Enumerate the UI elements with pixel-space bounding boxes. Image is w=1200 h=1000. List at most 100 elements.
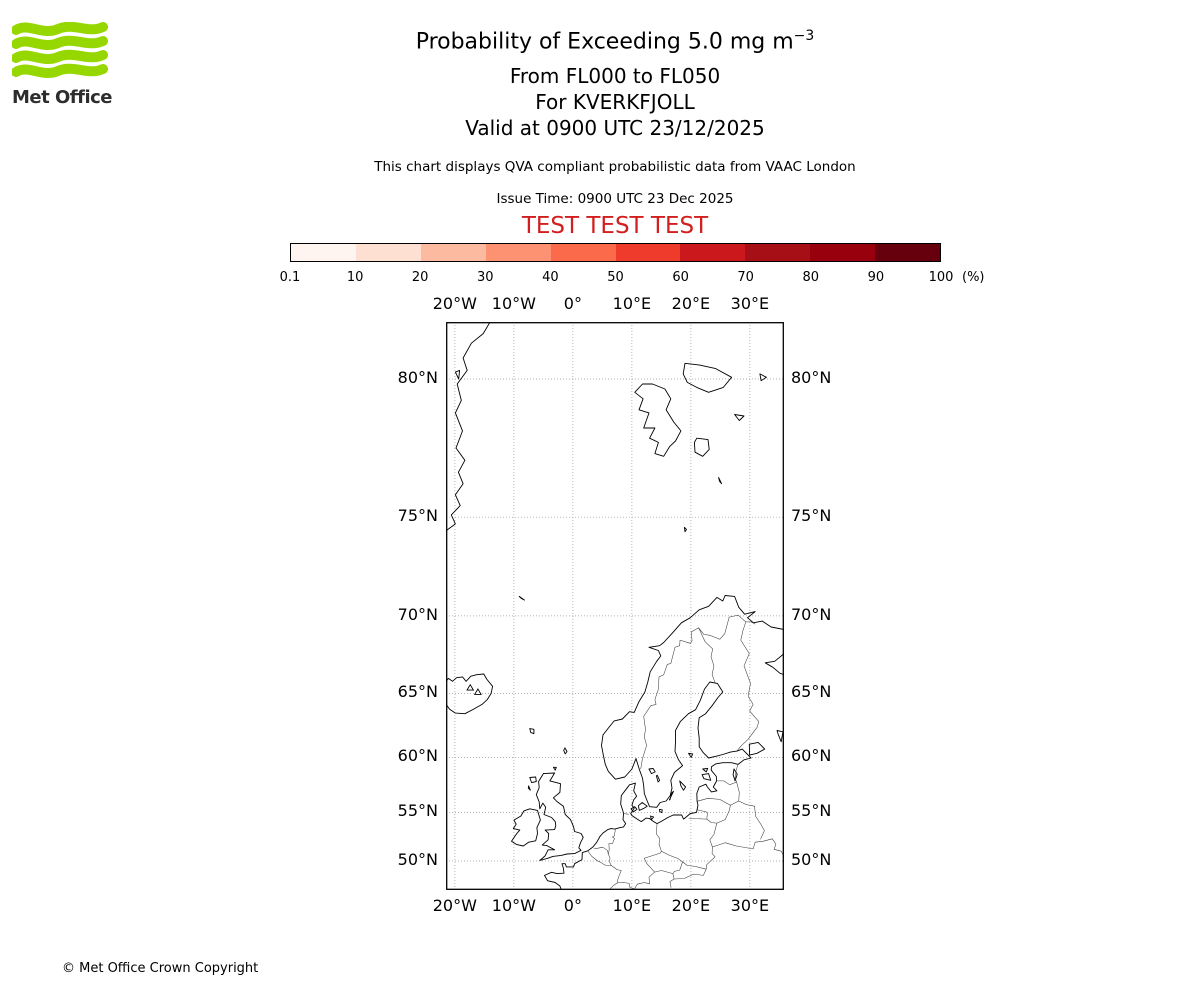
coastline-path [718, 476, 723, 485]
country-border-path [688, 817, 707, 820]
met-office-waves-icon [11, 21, 108, 78]
coastline-path [634, 383, 682, 457]
coastline-path [759, 373, 767, 382]
country-border-path [634, 871, 655, 890]
country-border-path [617, 882, 635, 890]
coastline-path [518, 595, 525, 601]
country-border-path [604, 853, 612, 866]
graticule [446, 322, 784, 890]
qva-compliance-note: This chart displays QVA compliant probab… [374, 159, 856, 175]
issue-time: Issue Time: 0900 UTC 23 Dec 2025 [496, 191, 734, 207]
coastline-path [659, 808, 663, 814]
subtitle-volcano: For KVERKFJOLL [535, 90, 695, 114]
coastline-path [679, 780, 687, 791]
colorbar-segment-3 [485, 244, 551, 261]
lon-tick-top-2: 0° [563, 294, 582, 313]
country-border-path [654, 861, 683, 874]
copyright: © Met Office Crown Copyright [62, 961, 259, 976]
country-border-path [623, 813, 629, 815]
country-border-path [716, 780, 737, 786]
colorbar-segment-1 [355, 244, 421, 261]
colorbar-tick-4: 40 [542, 270, 559, 285]
lat-tick-right-5: 55°N [791, 801, 832, 821]
coastline-path [446, 322, 491, 532]
lat-tick-right-2: 70°N [791, 604, 832, 624]
colorbar-tick-5: 50 [607, 270, 624, 285]
coastline-path [748, 741, 766, 756]
country-border-path [697, 798, 731, 806]
country-border-path [611, 865, 622, 883]
colorbar-segment-4 [550, 244, 616, 261]
colorbar-tick-1: 10 [346, 270, 364, 285]
test-banner: TEST TEST TEST [521, 213, 709, 239]
country-border-path [644, 851, 662, 873]
lat-tick-right-4: 60°N [791, 746, 832, 766]
lon-tick-bottom-0: 20°W [432, 896, 477, 915]
country-border-path [716, 805, 731, 824]
colorbar-tick-8: 80 [802, 270, 820, 285]
lat-tick-left-2: 70°N [397, 604, 438, 624]
colorbar-segment-2 [420, 244, 486, 261]
coastline-path [682, 362, 733, 393]
country-border-path [593, 846, 609, 854]
chart-title-text: Probability of Exceeding 5.0 mg m [415, 29, 794, 55]
met-office-logo-text: Met Office [12, 87, 113, 108]
coastline-path [701, 773, 712, 781]
coastline-path [446, 673, 494, 715]
country-border-path [730, 781, 740, 806]
colorbar-segment-8 [810, 244, 876, 261]
coastline-path [527, 785, 531, 791]
country-border-path [661, 850, 707, 870]
lat-tick-right-1: 75°N [791, 506, 832, 526]
coastline-path [650, 815, 655, 821]
subtitle-valid-time: Valid at 0900 UTC 23/12/2025 [465, 116, 765, 140]
coastline-path [563, 747, 568, 755]
colorbar-segment-0 [291, 244, 356, 261]
country-border-path [608, 829, 616, 854]
country-border-path [712, 838, 784, 857]
coastline-path [511, 808, 541, 847]
chart-title-exponent: −3 [793, 28, 815, 44]
country-border-path [734, 763, 739, 783]
country-border-path [640, 631, 693, 770]
colorbar-tick-9: 90 [867, 270, 885, 285]
lon-tick-bottom-2: 0° [563, 896, 582, 915]
country-border-path [738, 800, 765, 840]
colorbar-tick-3: 30 [477, 270, 494, 285]
coastline-path [764, 653, 784, 676]
coastline-path [688, 752, 694, 758]
lat-tick-left-0: 80°N [397, 367, 438, 387]
coastlines [446, 322, 784, 890]
country-border-path [698, 627, 716, 683]
lat-tick-left-5: 55°N [397, 801, 438, 821]
lat-tick-right-3: 65°N [791, 682, 832, 702]
lon-tick-bottom-4: 20°E [671, 896, 711, 915]
coastline-path [529, 728, 535, 735]
colorbar-tick-6: 60 [672, 270, 689, 285]
lat-tick-left-6: 50°N [397, 849, 438, 869]
coastline-path [454, 369, 461, 380]
coastline-path [734, 414, 745, 421]
colorbar-tick-2: 20 [411, 270, 429, 285]
colorbar-tick-10: 100 [928, 270, 954, 285]
coastline-path [732, 768, 738, 782]
coastline-path [655, 774, 661, 783]
country-border-path [736, 621, 760, 752]
colorbar-segment-6 [680, 244, 746, 261]
coastline-path [544, 595, 784, 890]
colorbar-unit: (%) [962, 270, 985, 285]
volcano-triangle-icon [466, 683, 475, 691]
country-border-path [587, 850, 606, 866]
country-border-path [674, 869, 707, 880]
volcano-triangle-icon [473, 688, 482, 695]
coastline-path [702, 768, 709, 773]
coastline-path [535, 772, 584, 861]
colorbar-segment-5 [615, 244, 681, 261]
coastline-path [668, 790, 674, 801]
lat-tick-left-3: 65°N [397, 682, 438, 702]
coastline-path [648, 768, 656, 775]
lon-tick-top-3: 10°E [612, 294, 652, 313]
coastline-path [683, 526, 687, 533]
coastline-path [637, 802, 648, 811]
subtitle-flight-levels: From FL000 to FL050 [509, 64, 721, 88]
